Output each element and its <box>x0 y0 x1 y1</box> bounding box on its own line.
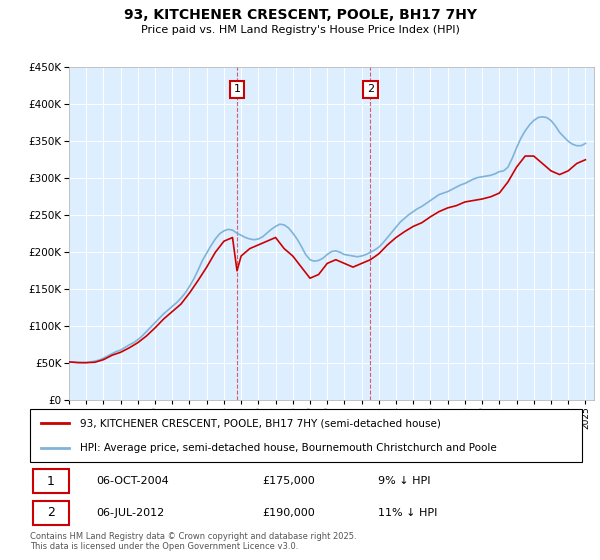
Text: 93, KITCHENER CRESCENT, POOLE, BH17 7HY: 93, KITCHENER CRESCENT, POOLE, BH17 7HY <box>124 8 476 22</box>
FancyBboxPatch shape <box>33 501 68 525</box>
Text: Price paid vs. HM Land Registry's House Price Index (HPI): Price paid vs. HM Land Registry's House … <box>140 25 460 35</box>
Text: 2: 2 <box>47 506 55 520</box>
Text: 93, KITCHENER CRESCENT, POOLE, BH17 7HY (semi-detached house): 93, KITCHENER CRESCENT, POOLE, BH17 7HY … <box>80 418 440 428</box>
Text: £175,000: £175,000 <box>262 476 314 486</box>
Text: 06-JUL-2012: 06-JUL-2012 <box>96 508 164 518</box>
Text: 2: 2 <box>367 85 374 95</box>
Text: 1: 1 <box>47 474 55 488</box>
Text: Contains HM Land Registry data © Crown copyright and database right 2025.
This d: Contains HM Land Registry data © Crown c… <box>30 532 356 552</box>
Text: 9% ↓ HPI: 9% ↓ HPI <box>378 476 430 486</box>
Text: 1: 1 <box>233 85 241 95</box>
Text: 06-OCT-2004: 06-OCT-2004 <box>96 476 169 486</box>
Text: 11% ↓ HPI: 11% ↓ HPI <box>378 508 437 518</box>
FancyBboxPatch shape <box>30 409 582 462</box>
FancyBboxPatch shape <box>33 469 68 493</box>
Text: HPI: Average price, semi-detached house, Bournemouth Christchurch and Poole: HPI: Average price, semi-detached house,… <box>80 442 496 452</box>
Text: £190,000: £190,000 <box>262 508 314 518</box>
